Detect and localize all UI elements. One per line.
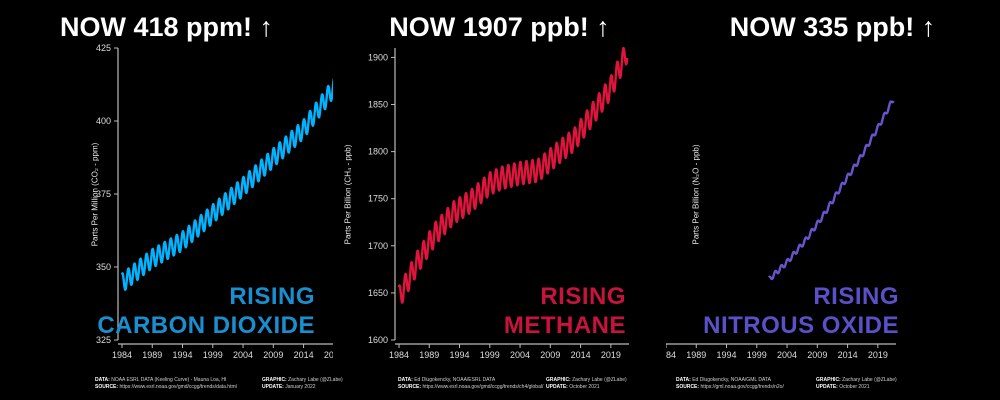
ch4-y-tick-label: 1600 bbox=[368, 335, 388, 345]
ch4-x-tick-label: 1994 bbox=[450, 350, 470, 360]
n2o-chart: 3103153203253303353401984198919941999200… bbox=[666, 100, 896, 360]
ch4-footer-left: DATA: Ed Dlugokencky, NOAA/ESRL DATA SOU… bbox=[398, 377, 544, 390]
co2-x-tick-label: 2009 bbox=[263, 350, 283, 360]
ch4-gas-label: METHANE bbox=[503, 312, 626, 339]
ch4-y-tick-label: 1800 bbox=[368, 147, 388, 157]
n2o-x-tick-label: 1994 bbox=[717, 350, 737, 360]
co2-x-tick-label: 1984 bbox=[112, 350, 132, 360]
n2o-gas-label: NITROUS OXIDE bbox=[703, 312, 899, 339]
n2o-x-tick-label: 1984 bbox=[666, 350, 676, 360]
ch4-x-tick-label: 2019 bbox=[601, 350, 621, 360]
n2o-x-tick-label: 2004 bbox=[777, 350, 797, 360]
n2o-x-tick-label: 2019 bbox=[868, 350, 888, 360]
co2-x-tick-label: 2004 bbox=[233, 350, 253, 360]
co2-gas-label: CARBON DIOXIDE bbox=[97, 312, 315, 339]
ch4-x-tick-label: 2009 bbox=[540, 350, 560, 360]
co2-footer-right: GRAPHIC: Zachary Labe (@ZLabe) UPDATE: J… bbox=[262, 377, 343, 390]
co2-y-tick-label: 325 bbox=[96, 335, 111, 345]
co2-x-tick-label: 2014 bbox=[294, 350, 314, 360]
co2-footer-left: DATA: NOAA ESRL DATA (Keeling Curve) - M… bbox=[95, 377, 237, 390]
ch4-x-tick-label: 2004 bbox=[510, 350, 530, 360]
co2-x-tick-label: 1994 bbox=[173, 350, 193, 360]
ch4-chart: 1600 1650 1700 1750 1800 1850 1900 1984 1989 1994… bbox=[368, 46, 629, 360]
co2-x-tick-label: 2019 bbox=[324, 350, 333, 360]
co2-y-axis-title: Parts Per Million (CO₂ - ppm) bbox=[90, 142, 100, 247]
n2o-panel: NOW 335 ppb! ↑ 3103153203253303353401984… bbox=[666, 0, 999, 400]
ch4-y-tick-label: 1900 bbox=[368, 52, 388, 62]
ch4-x-tick-label: 1984 bbox=[389, 350, 409, 360]
co2-series-line bbox=[120, 77, 333, 291]
n2o-headline: NOW 335 ppb! ↑ bbox=[729, 12, 936, 42]
co2-panel: NOW 418 ppm! ↑ 325 350 375 400 425 1984 1989 19… bbox=[0, 0, 343, 400]
n2o-x-tick-label: 1989 bbox=[686, 350, 706, 360]
ch4-x-tick-label: 1989 bbox=[419, 350, 439, 360]
n2o-x-tick-label: 1999 bbox=[747, 350, 767, 360]
ch4-x-tick-label: 2014 bbox=[571, 350, 591, 360]
ch4-y-axis-title: Parts Per Billion (CH₄ - ppb) bbox=[343, 144, 353, 245]
co2-y-tick-label: 425 bbox=[96, 43, 111, 53]
n2o-footer-right: GRAPHIC: Zachary Labe (@ZLabe) UPDATE: O… bbox=[816, 377, 897, 390]
ch4-series-line bbox=[397, 46, 629, 304]
co2-chart: 325 350 375 400 425 1984 1989 1994 1999 2004 2009 2… bbox=[96, 43, 333, 360]
n2o-y-axis-title: Parts Per Billion (N₂O - ppb) bbox=[691, 144, 701, 245]
ch4-rising-label: RISING bbox=[540, 283, 626, 310]
ch4-footer-right: GRAPHIC: Zachary Labe (@ZLabe) UPDATE: O… bbox=[546, 377, 627, 390]
n2o-x-tick-label: 2014 bbox=[838, 350, 858, 360]
n2o-rising-label: RISING bbox=[813, 283, 899, 310]
n2o-series-line bbox=[767, 100, 895, 281]
co2-x-tick-label: 1989 bbox=[142, 350, 162, 360]
ch4-y-tick-label: 1650 bbox=[368, 288, 388, 298]
co2-y-tick-label: 375 bbox=[96, 189, 111, 199]
n2o-x-tick-label: 2009 bbox=[807, 350, 827, 360]
ch4-panel: NOW 1907 ppb! ↑ 1600 1650 1700 1750 1800 1850… bbox=[333, 0, 666, 400]
co2-rising-label: RISING bbox=[229, 283, 315, 310]
ch4-x-tick-label: 1999 bbox=[480, 350, 500, 360]
co2-x-tick-label: 1999 bbox=[203, 350, 223, 360]
ch4-y-tick-label: 1700 bbox=[368, 241, 388, 251]
co2-y-tick-label: 400 bbox=[96, 116, 111, 126]
ch4-y-tick-label: 1750 bbox=[368, 194, 388, 204]
ch4-headline: NOW 1907 ppb! ↑ bbox=[389, 12, 610, 42]
ch4-y-tick-label: 1850 bbox=[368, 100, 388, 110]
co2-headline: NOW 418 ppm! ↑ bbox=[59, 12, 274, 42]
co2-y-tick-label: 350 bbox=[96, 262, 111, 272]
n2o-footer-left: DATA: Ed Dlugokencky, NOAA/GML DATA SOUR… bbox=[676, 377, 784, 390]
